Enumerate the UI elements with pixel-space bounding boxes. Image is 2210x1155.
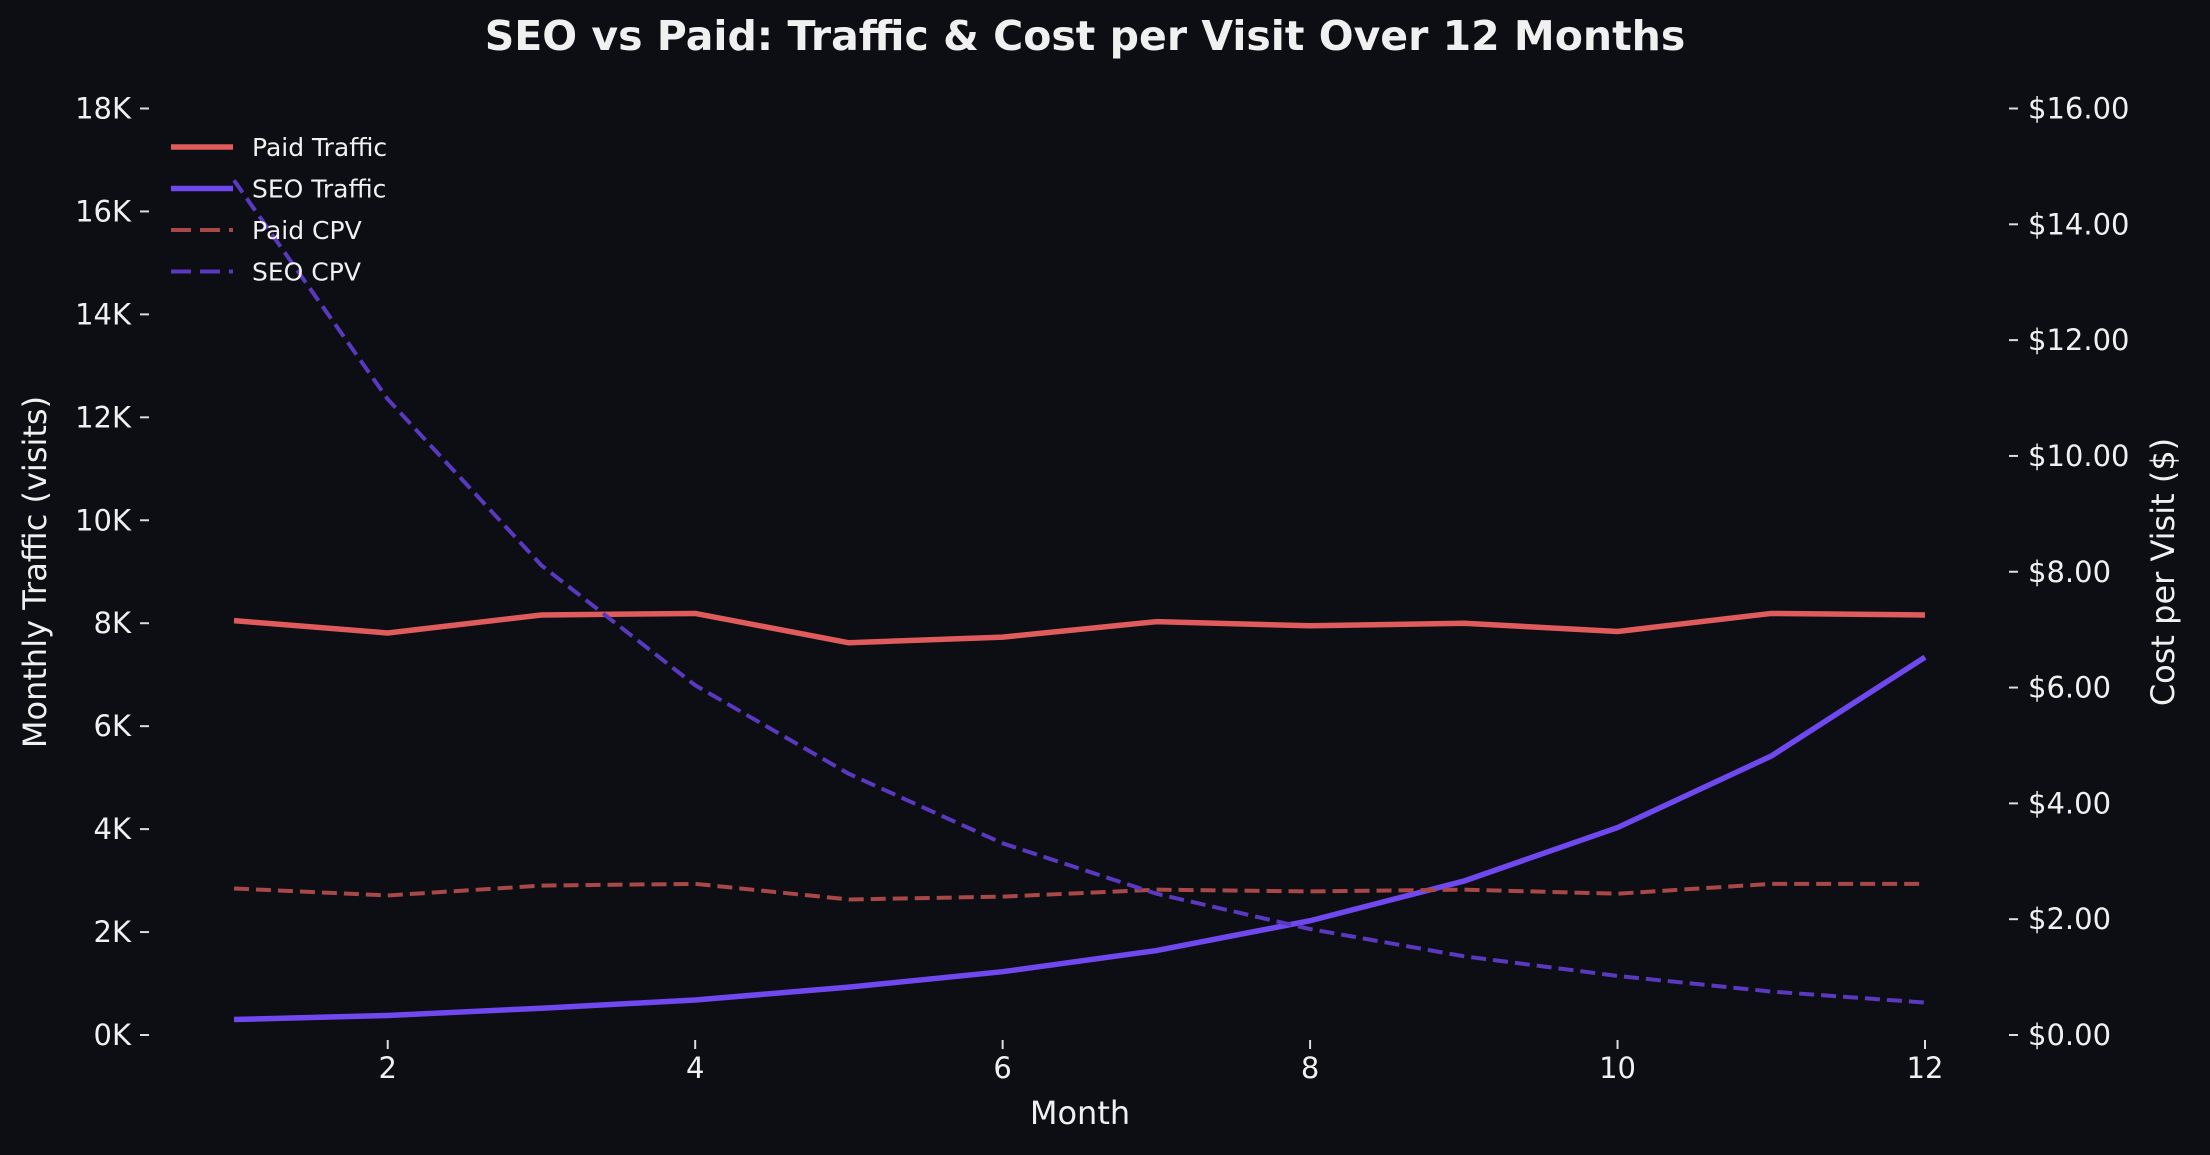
x-tick-label: 4 <box>686 1051 704 1085</box>
y2-tick-label: $14.00 <box>2028 207 2129 241</box>
series-line-paid-cpv <box>233 881 1925 902</box>
y-tick-label: 16K <box>75 194 132 228</box>
y2-axis-label: Cost per Visit ($) <box>2144 438 2182 706</box>
x-axis-label: Month <box>1030 1094 1130 1132</box>
legend-label: SEO CPV <box>252 258 361 287</box>
y-tick-label: 2K <box>94 915 132 949</box>
y2-tick-label: $16.00 <box>2028 92 2129 126</box>
y-tick-label: 12K <box>75 400 132 434</box>
y2-tick-label: $12.00 <box>2028 323 2129 357</box>
y-tick-label: 8K <box>94 606 132 640</box>
y-tick-label: 10K <box>75 503 132 537</box>
series-line-seo-cpv <box>232 179 1926 1005</box>
series-line-seo-traffic <box>233 654 1927 1023</box>
y2-tick-label: $4.00 <box>2028 786 2111 820</box>
y-axis-label: Monthly Traffic (visits) <box>16 396 54 748</box>
y2-tick-label: $2.00 <box>2028 902 2111 936</box>
x-tick-label: 10 <box>1599 1051 1636 1085</box>
series-line-paid-traffic <box>233 610 1926 646</box>
legend-label: Paid Traffic <box>252 133 387 162</box>
y-tick-label: 18K <box>75 92 132 126</box>
x-tick-label: 6 <box>993 1051 1011 1085</box>
y2-tick-label: $8.00 <box>2028 555 2111 589</box>
x-tick-label: 8 <box>1301 1051 1319 1085</box>
legend-label: Paid CPV <box>252 216 362 245</box>
legend-label: SEO Traffic <box>252 175 386 204</box>
x-tick-label: 12 <box>1907 1051 1944 1085</box>
y-tick-label: 0K <box>94 1018 132 1052</box>
y2-tick-label: $0.00 <box>2028 1018 2111 1052</box>
y-tick-label: 4K <box>94 812 132 846</box>
y2-tick-label: $6.00 <box>2028 671 2111 705</box>
chart-title: SEO vs Paid: Traffic & Cost per Visit Ov… <box>485 12 1686 60</box>
x-tick-label: 2 <box>379 1051 397 1085</box>
y-tick-label: 14K <box>75 297 132 331</box>
y2-tick-label: $10.00 <box>2028 439 2129 473</box>
y-tick-label: 6K <box>94 709 132 743</box>
